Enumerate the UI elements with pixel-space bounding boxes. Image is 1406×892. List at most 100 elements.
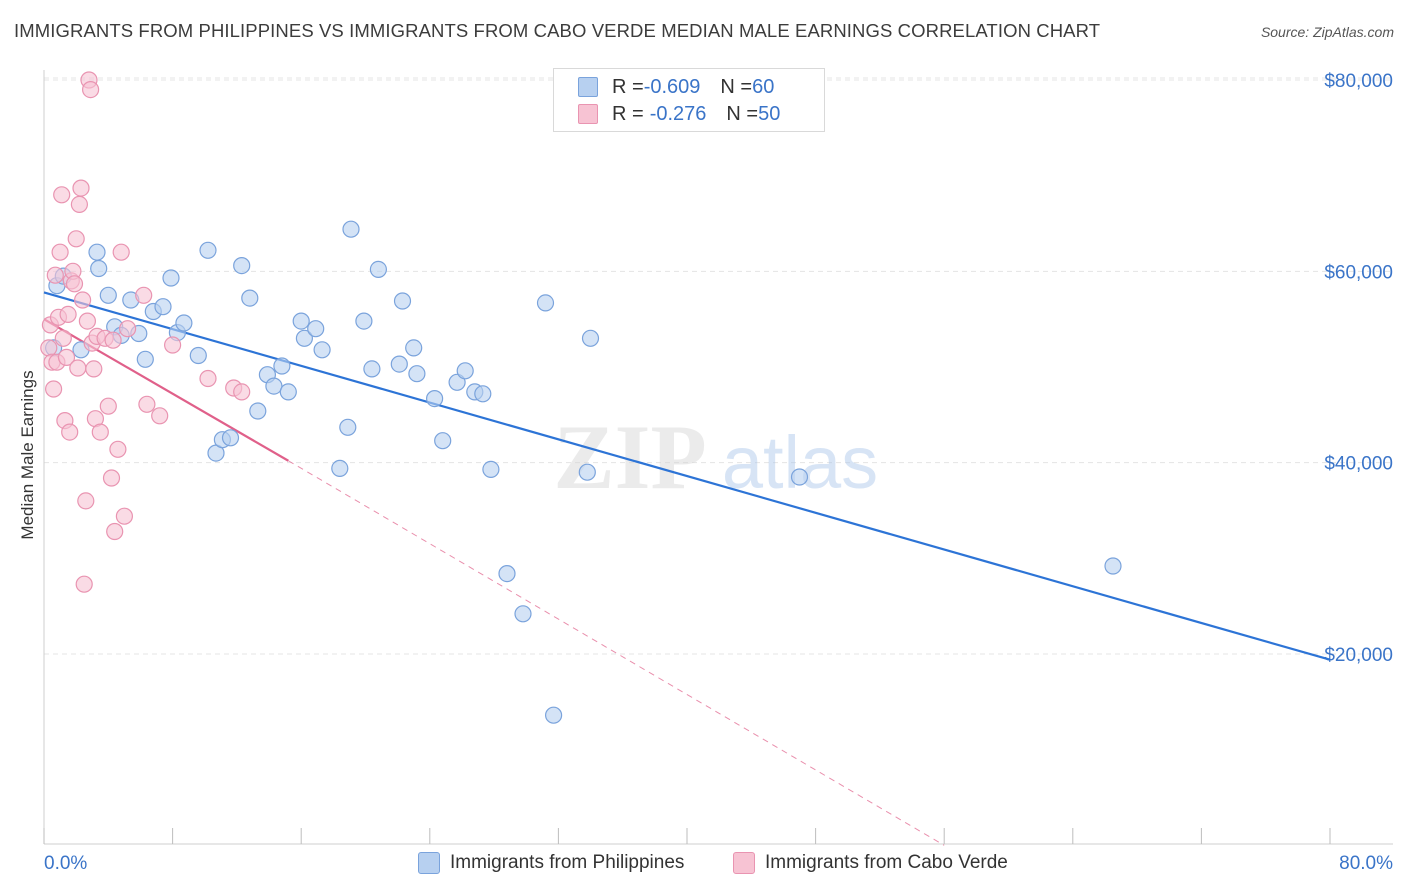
- point-cabo-verde: [77, 492, 95, 510]
- point-cabo-verde: [151, 407, 169, 425]
- swatch-philippines: [418, 852, 440, 874]
- correlation-legend: R = -0.609 N = 60 R = -0.276 N = 50: [553, 68, 825, 132]
- trend-extension-cabo-verde: [288, 460, 945, 846]
- grid-lines: [44, 77, 1393, 655]
- point-cabo-verde: [78, 312, 97, 330]
- swatch-cabo-verde: [578, 104, 598, 124]
- y-tick-label: $60,000: [1324, 262, 1393, 283]
- point-cabo-verde: [65, 275, 84, 293]
- point-cabo-verde: [118, 320, 137, 338]
- point-philippines: [578, 463, 596, 481]
- trend-lines: [43, 291, 1331, 846]
- point-philippines: [189, 346, 207, 365]
- point-cabo-verde: [112, 243, 130, 261]
- point-philippines: [249, 402, 267, 420]
- point-cabo-verde: [72, 179, 90, 197]
- r-label: R =: [612, 102, 644, 125]
- point-philippines: [90, 259, 108, 278]
- r-value: -0.276: [649, 102, 707, 125]
- point-philippines: [408, 365, 426, 383]
- point-philippines: [313, 341, 331, 359]
- point-philippines: [342, 220, 360, 238]
- source-note: Source: ZipAtlas.com: [1260, 24, 1394, 40]
- y-tick-label: $20,000: [1324, 645, 1393, 666]
- point-philippines: [390, 355, 408, 373]
- r-value: -0.609: [643, 75, 701, 98]
- point-cabo-verde: [70, 195, 89, 213]
- x-tick-label: 80.0%: [1339, 853, 1393, 874]
- point-cabo-verde: [199, 369, 217, 388]
- legend-row-cabo-verde: R = -0.276 N = 50: [578, 101, 780, 127]
- point-cabo-verde: [81, 80, 100, 99]
- point-cabo-verde: [233, 383, 251, 401]
- point-philippines: [544, 706, 563, 724]
- trend-line-philippines: [43, 291, 1331, 661]
- chart-title: IMMIGRANTS FROM PHILIPPINES VS IMMIGRANT…: [14, 20, 1101, 41]
- point-philippines: [536, 294, 555, 312]
- point-philippines: [369, 260, 387, 278]
- n-label: N =: [720, 75, 753, 98]
- point-philippines: [581, 329, 600, 347]
- point-philippines: [162, 269, 180, 287]
- point-philippines: [393, 292, 412, 310]
- point-philippines: [482, 460, 500, 478]
- point-cabo-verde: [85, 360, 103, 378]
- point-philippines: [221, 429, 240, 447]
- point-philippines: [241, 289, 259, 307]
- point-philippines: [292, 312, 310, 330]
- point-philippines: [474, 385, 492, 403]
- point-philippines: [279, 383, 297, 401]
- legend-label-philippines: Immigrants from Philippines: [450, 852, 685, 873]
- point-philippines: [265, 377, 283, 395]
- point-cabo-verde: [115, 507, 134, 525]
- point-philippines: [514, 605, 532, 623]
- point-philippines: [307, 320, 325, 338]
- point-philippines: [1104, 557, 1122, 575]
- point-cabo-verde: [44, 380, 63, 398]
- legend-label-cabo-verde: Immigrants from Cabo Verde: [765, 852, 1008, 873]
- axes: [43, 70, 1393, 845]
- point-philippines: [295, 329, 313, 347]
- point-cabo-verde: [138, 395, 156, 413]
- point-philippines: [331, 459, 349, 477]
- point-philippines: [175, 314, 193, 332]
- point-cabo-verde: [53, 186, 71, 204]
- n-value: 60: [752, 75, 775, 98]
- point-philippines: [88, 243, 106, 261]
- point-philippines: [405, 339, 423, 357]
- data-points: [40, 71, 1122, 724]
- point-cabo-verde: [109, 440, 127, 458]
- point-cabo-verde: [54, 329, 72, 347]
- y-tick-label: $80,000: [1324, 71, 1393, 92]
- y-tick-label: $40,000: [1324, 454, 1393, 475]
- point-philippines: [355, 312, 373, 330]
- legend-item-philippines: Immigrants from Philippines: [418, 852, 684, 874]
- point-philippines: [456, 362, 474, 380]
- point-philippines: [339, 418, 357, 436]
- axis-ticks: $20,000 $40,000 $60,000 $80,000 0.0% 80.0%: [43, 71, 1393, 874]
- y-axis-label: Median Male Earnings: [18, 370, 37, 539]
- point-philippines: [273, 357, 291, 375]
- n-value: 50: [758, 102, 781, 125]
- point-cabo-verde: [164, 336, 182, 354]
- point-philippines: [363, 360, 381, 378]
- x-tick-label: 0.0%: [44, 853, 87, 874]
- point-cabo-verde: [61, 423, 79, 441]
- point-cabo-verde: [46, 266, 64, 284]
- swatch-cabo-verde: [733, 852, 755, 874]
- point-cabo-verde: [73, 291, 92, 309]
- r-label: R =: [612, 75, 644, 98]
- point-philippines: [498, 564, 516, 583]
- point-cabo-verde: [51, 243, 69, 261]
- point-cabo-verde: [75, 575, 93, 593]
- point-cabo-verde: [59, 305, 77, 323]
- point-cabo-verde: [99, 397, 117, 415]
- point-cabo-verde: [57, 348, 76, 366]
- legend-item-cabo-verde: Immigrants from Cabo Verde: [733, 852, 1008, 874]
- point-cabo-verde: [135, 286, 153, 304]
- series-legend: Immigrants from Philippines Immigrants f…: [0, 852, 1406, 878]
- watermark-atlas: atlas: [722, 421, 878, 504]
- watermark: ZIP atlas: [553, 406, 878, 508]
- point-philippines: [233, 257, 251, 275]
